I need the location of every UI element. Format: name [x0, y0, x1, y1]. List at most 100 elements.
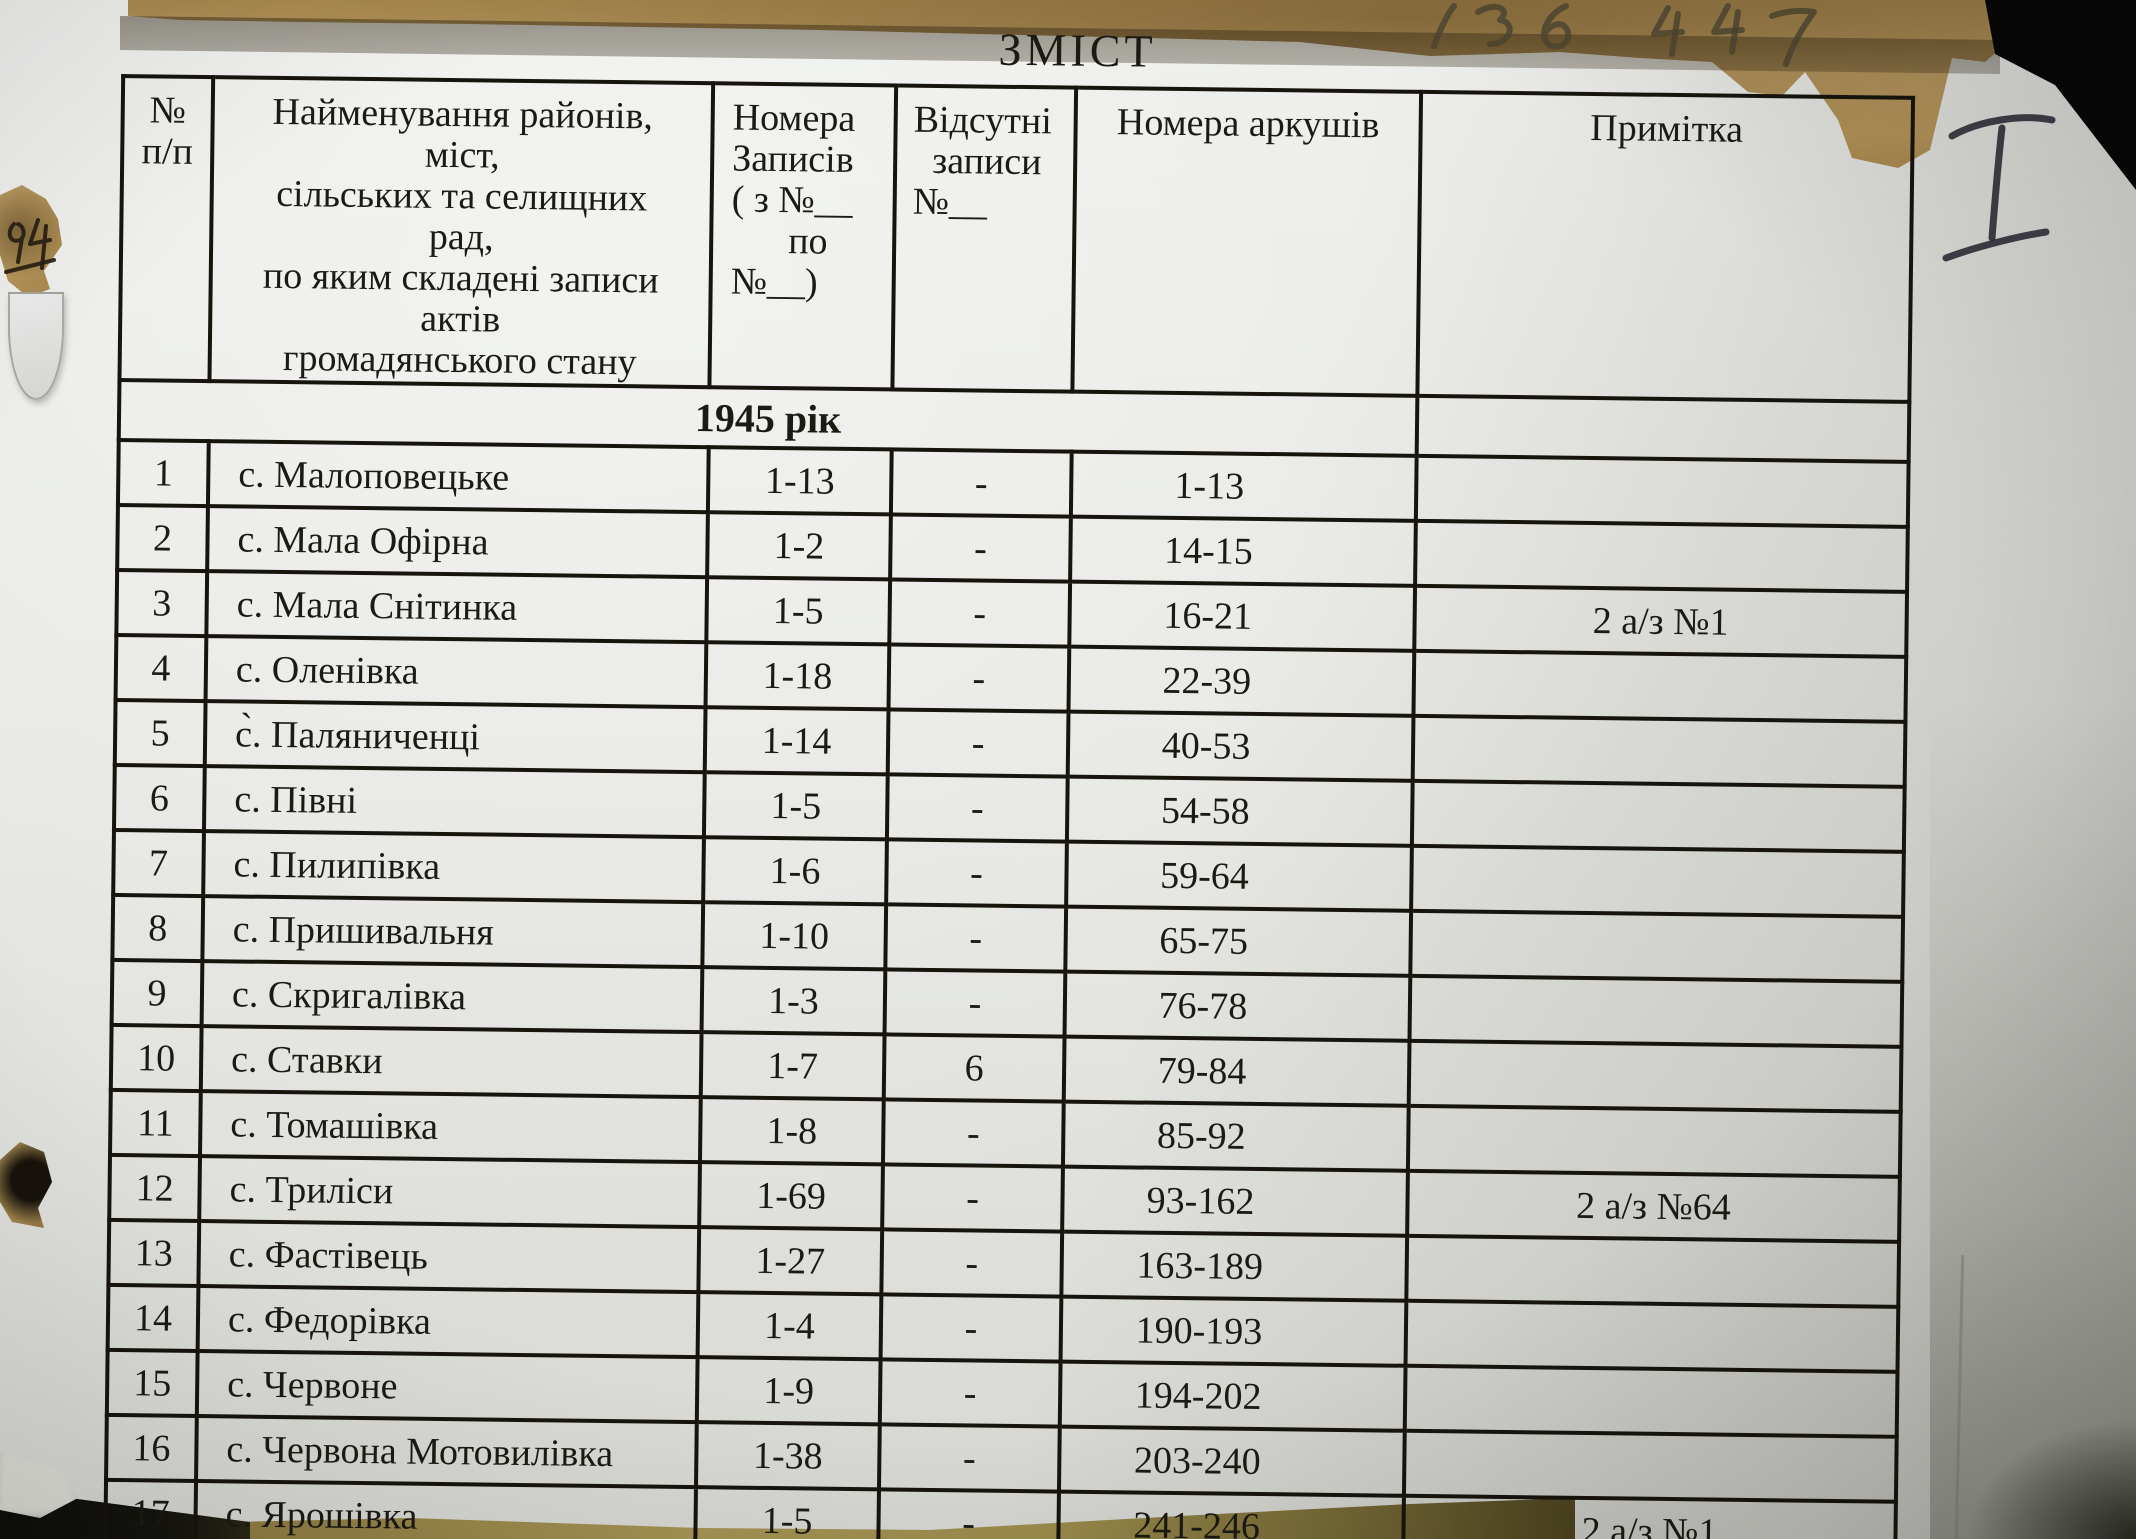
cell-sheet-numbers: 194-202 [1059, 1361, 1406, 1431]
cell-missing-records: - [889, 579, 1071, 647]
cell-sheet-numbers: 65-75 [1065, 906, 1412, 976]
cell-record-numbers: 1-9 [696, 1357, 881, 1425]
cell-row-number: 15 [106, 1349, 198, 1417]
cell-locality-name: с. Червона Мотовилівка [196, 1416, 697, 1488]
cell-row-number: 5 [114, 699, 206, 767]
cell-locality-name: с. Томашівка [200, 1091, 701, 1163]
cell-missing-records: - [885, 904, 1067, 972]
cell-row-number: 6 [113, 764, 205, 832]
cell-note: 2 а/з №1 [1403, 1495, 1896, 1539]
cell-record-numbers: 1-13 [707, 447, 892, 515]
cell-row-number: 1 [117, 439, 209, 507]
cell-note [1408, 1040, 1902, 1112]
cell-missing-records: - [886, 839, 1067, 907]
cell-note [1413, 650, 1907, 722]
cell-note [1411, 845, 1904, 917]
cell-locality-name: с. Червоне [196, 1351, 698, 1423]
cell-missing-records: - [886, 774, 1068, 842]
cell-sheet-numbers: 85-92 [1062, 1101, 1409, 1171]
cell-note [1407, 1105, 1901, 1177]
header-note: Примітка [1417, 91, 1914, 402]
cell-row-number: 8 [112, 894, 204, 962]
cell-locality-name: с. Ярошівка [195, 1481, 696, 1539]
cell-row-number: 2 [117, 504, 208, 572]
cell-record-numbers: 1-5 [695, 1487, 879, 1539]
cell-missing-records: 6 [883, 1034, 1065, 1102]
cell-locality-name: с. Півні [203, 766, 705, 838]
header-locality-name: Найменування районів, міст, сільських та… [209, 77, 714, 388]
cell-locality-name: с. Мала Офірна [207, 506, 708, 578]
cell-record-numbers: 1-5 [706, 577, 891, 645]
cell-record-numbers: 1-18 [705, 642, 890, 710]
cell-note [1415, 455, 1909, 527]
table-header-row: № п/п Найменування районів, міст, сільсь… [119, 76, 1914, 402]
cell-locality-name: с. Пилипівка [203, 831, 704, 903]
cell-row-number: 11 [110, 1089, 201, 1157]
cell-missing-records: - [882, 1164, 1063, 1232]
cell-sheet-numbers: 40-53 [1067, 711, 1414, 781]
cell-record-numbers: 1-14 [704, 707, 889, 775]
cell-record-numbers: 1-6 [703, 837, 887, 905]
cell-note [1412, 715, 1906, 787]
cell-sheet-numbers: 14-15 [1070, 516, 1416, 586]
cell-row-number: 14 [107, 1284, 199, 1352]
cell-row-number: 13 [108, 1219, 200, 1287]
cell-row-number: 17 [105, 1479, 197, 1539]
document-content: ЗМІСТ № п/п Найменування районів, міст, … [103, 10, 1914, 1539]
cell-row-number: 10 [110, 1024, 202, 1092]
cell-missing-records: - [878, 1424, 1060, 1492]
cell-sheet-numbers: 76-78 [1064, 971, 1411, 1041]
cell-sheet-numbers: 79-84 [1063, 1036, 1410, 1106]
shadow-bottom-right [1966, 1419, 2136, 1539]
cell-locality-name: с. Мала Снітинка [206, 571, 708, 643]
cell-record-numbers: 1-2 [707, 512, 891, 580]
cell-missing-records: - [888, 644, 1070, 712]
cell-locality-name: с̀. Паляниченці [204, 701, 706, 773]
cell-record-numbers: 1-10 [702, 902, 887, 970]
cell-record-numbers: 1-69 [699, 1162, 883, 1230]
cell-row-number: 16 [106, 1414, 197, 1482]
cell-missing-records: - [880, 1294, 1062, 1362]
cell-missing-records: - [890, 514, 1071, 582]
cell-row-number: 12 [109, 1154, 201, 1222]
cell-sheet-numbers: 54-58 [1066, 776, 1413, 846]
cell-note [1411, 780, 1905, 852]
cell-sheet-numbers: 16-21 [1069, 581, 1416, 651]
cell-locality-name: с. Ставки [200, 1026, 702, 1098]
contents-table: № п/п Найменування районів, міст, сільсь… [103, 74, 1915, 1539]
cell-row-number: 9 [111, 959, 203, 1027]
cell-note [1409, 975, 1903, 1047]
header-record-numbers: Номера Записів ( з №__ по №__) [709, 83, 897, 390]
cell-row-number: 4 [115, 634, 207, 702]
cell-locality-name: с. Федорівка [197, 1286, 699, 1358]
cell-locality-name: с. Малоповецьке [207, 441, 709, 513]
cell-missing-records: - [887, 709, 1069, 777]
cell-record-numbers: 1-27 [698, 1227, 883, 1295]
cell-record-numbers: 1-8 [699, 1097, 884, 1165]
cell-note [1405, 1300, 1899, 1372]
cell-missing-records: - [878, 1489, 1059, 1539]
cell-note [1404, 1365, 1898, 1437]
header-row-number: № п/п [119, 76, 214, 382]
cell-row-number: 3 [116, 569, 208, 637]
cell-record-numbers: 1-38 [695, 1422, 880, 1490]
cell-note [1403, 1430, 1897, 1502]
cell-sheet-numbers: 163-189 [1061, 1231, 1408, 1301]
year-section-note-cell [1416, 395, 1910, 462]
cell-record-numbers: 1-7 [700, 1032, 885, 1100]
cell-row-number: 7 [113, 829, 204, 897]
cell-note [1406, 1235, 1900, 1307]
cell-sheet-numbers: 22-39 [1068, 646, 1415, 716]
cell-sheet-numbers: 93-162 [1062, 1166, 1408, 1236]
cell-locality-name: с. Скригалівка [201, 961, 703, 1033]
cell-sheet-numbers: 59-64 [1066, 841, 1412, 911]
cell-note [1410, 910, 1904, 982]
cell-record-numbers: 1-4 [697, 1292, 882, 1360]
cell-missing-records: - [881, 1229, 1063, 1297]
cell-locality-name: с. Фастівець [198, 1221, 700, 1293]
cell-sheet-numbers: 203-240 [1058, 1426, 1405, 1496]
header-sheet-numbers: Номера аркушів [1072, 87, 1422, 396]
cell-record-numbers: 1-5 [703, 772, 888, 840]
